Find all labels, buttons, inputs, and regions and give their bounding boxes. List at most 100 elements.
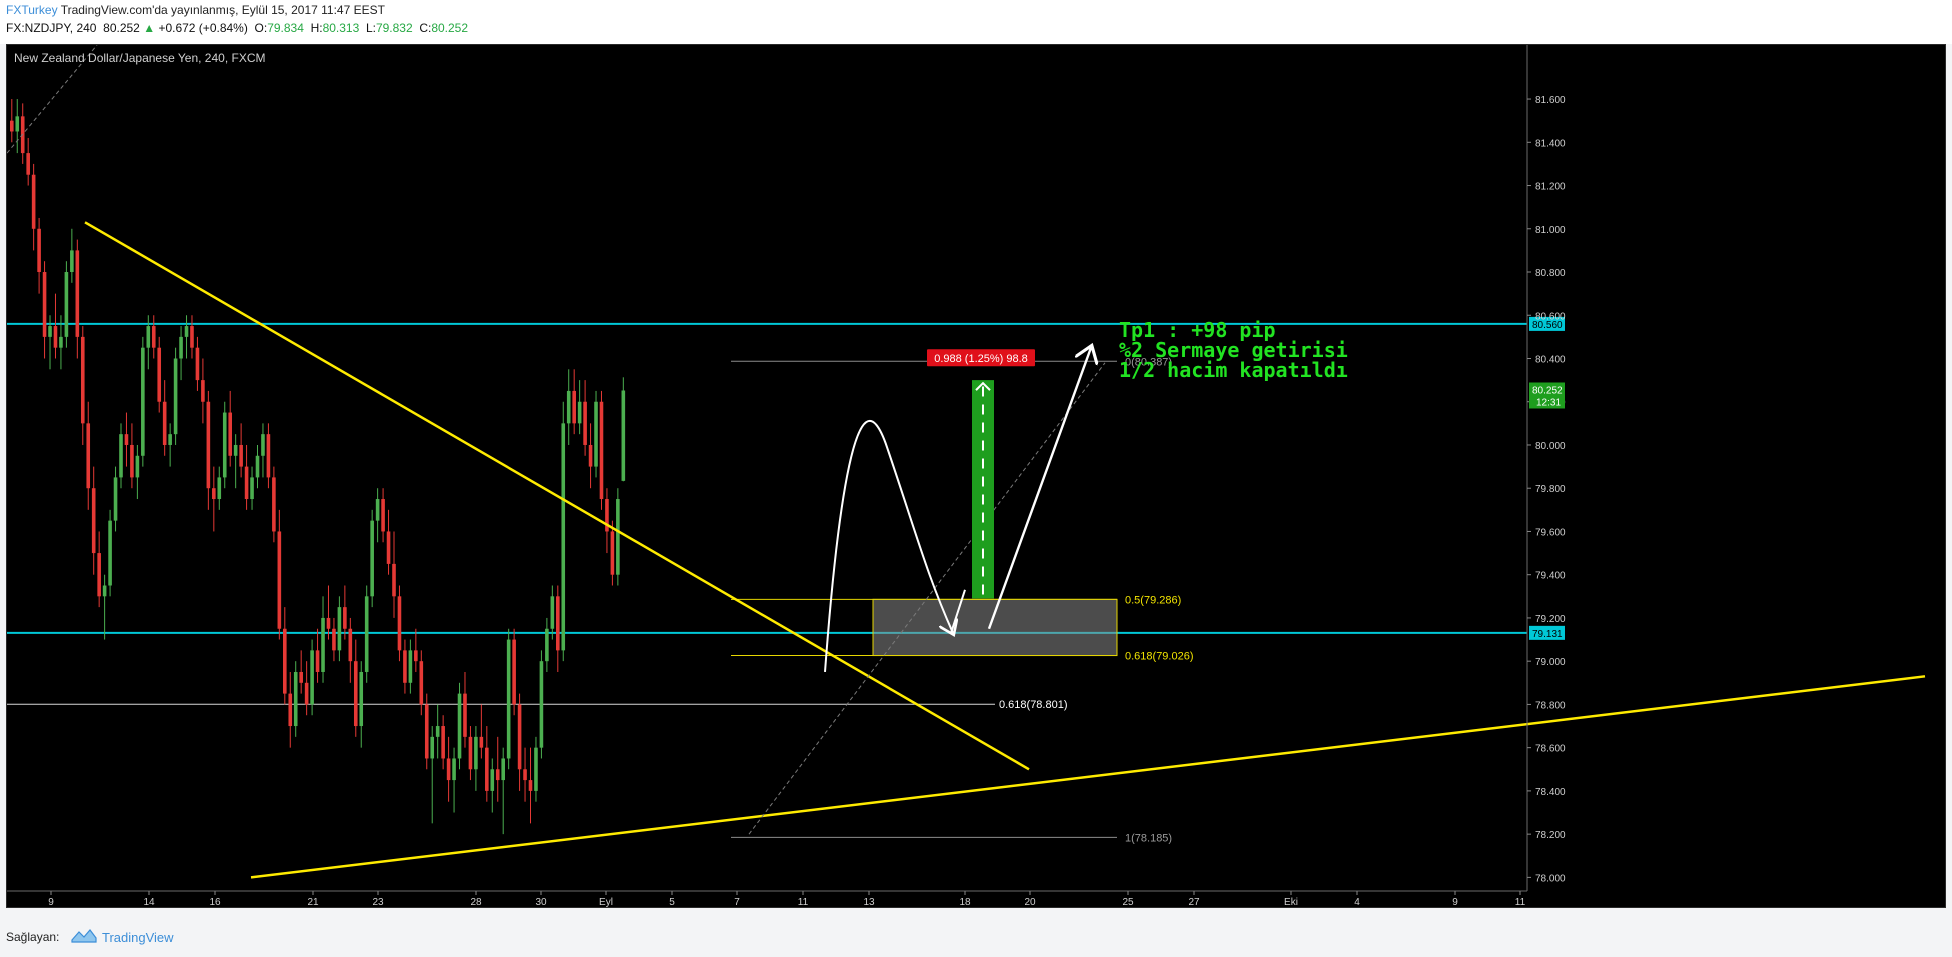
time-tick-label: 14 xyxy=(143,897,155,907)
candle xyxy=(97,531,101,608)
candle-body xyxy=(375,499,380,521)
descending-trendline xyxy=(84,221,1030,771)
candle-body xyxy=(326,617,331,629)
candle xyxy=(332,617,336,662)
candle-body xyxy=(239,444,243,467)
candle xyxy=(424,693,429,770)
candle-body xyxy=(108,520,112,586)
candle xyxy=(15,99,20,154)
candle-body xyxy=(353,661,358,727)
projection-tick xyxy=(950,589,966,634)
time-tick-label: 13 xyxy=(863,897,875,907)
candle-body xyxy=(228,412,232,456)
time-tick-label: 11 xyxy=(798,897,809,907)
candle xyxy=(157,336,162,413)
fib-level-label: 0.618(79.026) xyxy=(1125,651,1194,663)
candle xyxy=(31,163,36,251)
candle xyxy=(135,444,140,500)
candle-body xyxy=(528,780,533,791)
close-value: 80.252 xyxy=(431,21,469,35)
fib-level-label: 1(78.185) xyxy=(1125,832,1172,844)
candle xyxy=(162,380,167,456)
open-value: 79.834 xyxy=(267,21,304,35)
candle-body xyxy=(272,477,276,532)
candle xyxy=(621,377,626,482)
candle xyxy=(397,585,402,662)
candle xyxy=(64,261,69,348)
current-price-label: 80.252 xyxy=(1532,385,1563,396)
target-bar xyxy=(972,380,994,599)
candle xyxy=(168,423,172,467)
tradingview-link[interactable]: TradingView xyxy=(102,930,174,945)
price-tick-label: 81.600 xyxy=(1535,95,1566,106)
candle-body xyxy=(348,628,353,662)
candle xyxy=(217,466,222,510)
candle-body xyxy=(124,434,129,445)
candle xyxy=(370,509,374,608)
candle xyxy=(184,315,189,359)
price-tick-label: 81.400 xyxy=(1535,138,1566,149)
candle xyxy=(430,726,435,824)
candle-body xyxy=(468,736,473,770)
time-tick-label: 9 xyxy=(48,897,54,907)
time-axis[interactable]: 9 14 16 21 23 28 30 Eyl 5 7 11 13 18 20 25 27 Eki 4 9 11 xyxy=(7,890,1527,907)
candle xyxy=(146,315,151,370)
time-tick-label: 21 xyxy=(307,897,319,907)
candle xyxy=(212,466,216,532)
candle xyxy=(517,693,522,791)
candle xyxy=(556,585,560,672)
candle xyxy=(381,488,385,543)
chart-svg[interactable]: 0(80.387) 0.5(79.286) 0.618(79.026) 0.618(7… xyxy=(7,45,1945,907)
candle xyxy=(512,628,516,716)
candle-body xyxy=(337,607,342,651)
time-tick-label: Eyl xyxy=(599,897,613,907)
candle-body xyxy=(539,661,544,748)
candle-body xyxy=(86,423,91,489)
candle-body xyxy=(42,272,47,337)
candle xyxy=(277,509,282,640)
candle-body xyxy=(130,444,134,478)
price-axis[interactable]: 81.600 81.400 81.200 81.000 80.800 80.600 80.4… xyxy=(1526,45,1566,891)
candle xyxy=(53,293,58,359)
candle-body xyxy=(446,758,451,781)
candle-body xyxy=(70,250,74,273)
candle-body xyxy=(59,336,63,348)
candle-body xyxy=(474,736,478,770)
time-tick-label: 30 xyxy=(535,897,547,907)
candle xyxy=(490,758,495,813)
annotation-line: Tp1 : +98 pip xyxy=(1119,318,1276,342)
candle xyxy=(222,401,227,489)
candle xyxy=(48,315,52,370)
last-price: 80.252 xyxy=(103,21,140,35)
candle xyxy=(130,423,134,489)
low-value: 79.832 xyxy=(375,21,413,35)
candle xyxy=(414,628,418,672)
price-tick-label: 81.200 xyxy=(1535,182,1566,193)
target-arrowhead-icon xyxy=(975,381,991,391)
candle-body xyxy=(572,390,576,424)
candle xyxy=(195,336,200,391)
candle-body xyxy=(386,531,391,564)
candle-body xyxy=(222,412,227,478)
candle-body xyxy=(299,671,303,683)
candle xyxy=(42,261,47,359)
publisher-link[interactable]: FXTurkey xyxy=(6,3,58,17)
candle xyxy=(506,628,511,770)
time-tick-label: 4 xyxy=(1354,897,1360,907)
chart-area[interactable]: 0(80.387) 0.5(79.286) 0.618(79.026) 0.618(7… xyxy=(6,44,1946,908)
candle xyxy=(474,726,478,791)
candle xyxy=(468,726,473,781)
candle-body xyxy=(64,272,69,337)
candle-body xyxy=(381,499,385,532)
tradingview-logo-icon[interactable] xyxy=(70,926,98,944)
measure-label: 0.988 (1.25%) 98.8 xyxy=(934,353,1028,365)
level-price-tag xyxy=(1529,316,1565,331)
candle xyxy=(495,736,500,802)
candle-body xyxy=(31,174,36,229)
candle xyxy=(113,466,118,532)
time-tick-label: 23 xyxy=(372,897,384,907)
candle-body xyxy=(233,444,238,456)
candle-body xyxy=(37,228,41,273)
candle-body xyxy=(495,769,500,781)
price-tick-label: 78.800 xyxy=(1535,700,1566,711)
